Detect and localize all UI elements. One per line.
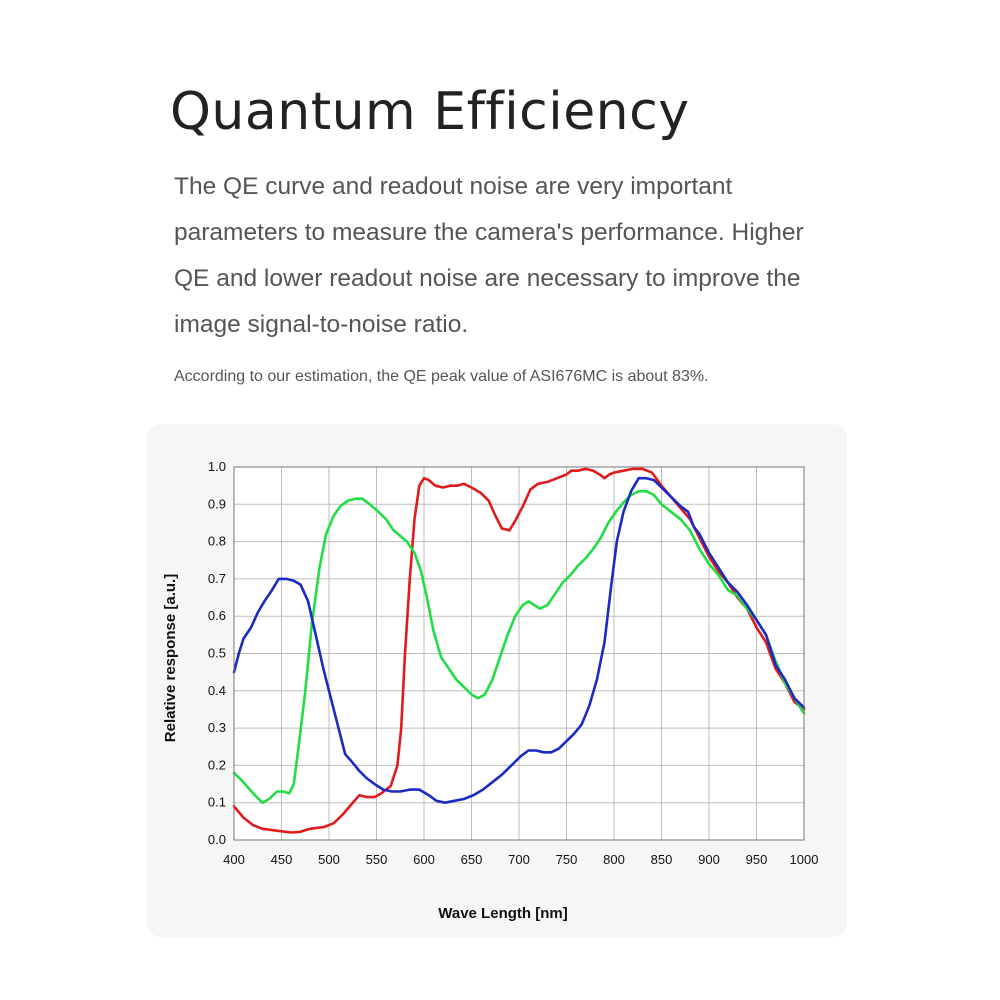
chart-series [232, 467, 806, 834]
x-tick-label: 600 [413, 852, 435, 867]
x-tick-label: 500 [318, 852, 340, 867]
x-axis-label: Wave Length [nm] [438, 905, 567, 922]
qe-chart: 400 450 500 550 600 650 700 750 800 850 900 950 1000… [162, 459, 818, 922]
y-tick-label: 0.9 [208, 496, 226, 511]
x-tick-label: 700 [508, 852, 530, 867]
y-tick-label: 0.6 [208, 608, 226, 623]
x-tick-label: 950 [746, 852, 768, 867]
y-tick-label: 0.0 [208, 832, 226, 847]
plot-frame [233, 466, 805, 841]
x-tick-label: 450 [271, 852, 293, 867]
y-tick-label: 0.2 [208, 757, 226, 772]
x-tick-label: 800 [603, 852, 625, 867]
y-tick-label: 1.0 [208, 459, 226, 474]
x-tick-label: 850 [651, 852, 673, 867]
y-tick-label: 0.4 [208, 683, 226, 698]
y-tick-label: 0.8 [208, 534, 226, 549]
qe-peak-note: According to our estimation, the QE peak… [174, 368, 709, 385]
y-tick-label: 0.5 [208, 646, 226, 661]
y-tick-label: 0.3 [208, 720, 226, 735]
x-tick-label: 650 [461, 852, 483, 867]
series-line-2 [232, 489, 806, 804]
y-tick-labels: 0.0 0.1 0.2 0.3 0.4 0.5 0.6 0.7 0.8 0.9 1.0 [208, 459, 226, 847]
series-line-3 [232, 476, 806, 804]
y-axis-label: Relative response [a.u.] [162, 574, 179, 742]
x-tick-label: 1000 [790, 852, 819, 867]
y-tick-label: 0.1 [208, 795, 226, 810]
page-description: The QE curve and readout noise are very … [174, 173, 804, 338]
x-tick-label: 750 [556, 852, 578, 867]
chart-card: 400 450 500 550 600 650 700 750 800 850 900 950 1000… [147, 424, 847, 937]
y-tick-label: 0.7 [208, 571, 226, 586]
x-tick-label: 550 [366, 852, 388, 867]
page-title: Quantum Efficiency [170, 82, 690, 142]
x-tick-label: 400 [223, 852, 245, 867]
x-tick-label: 900 [698, 852, 720, 867]
x-tick-labels: 400 450 500 550 600 650 700 750 800 850 900 950 1000 [223, 852, 818, 867]
